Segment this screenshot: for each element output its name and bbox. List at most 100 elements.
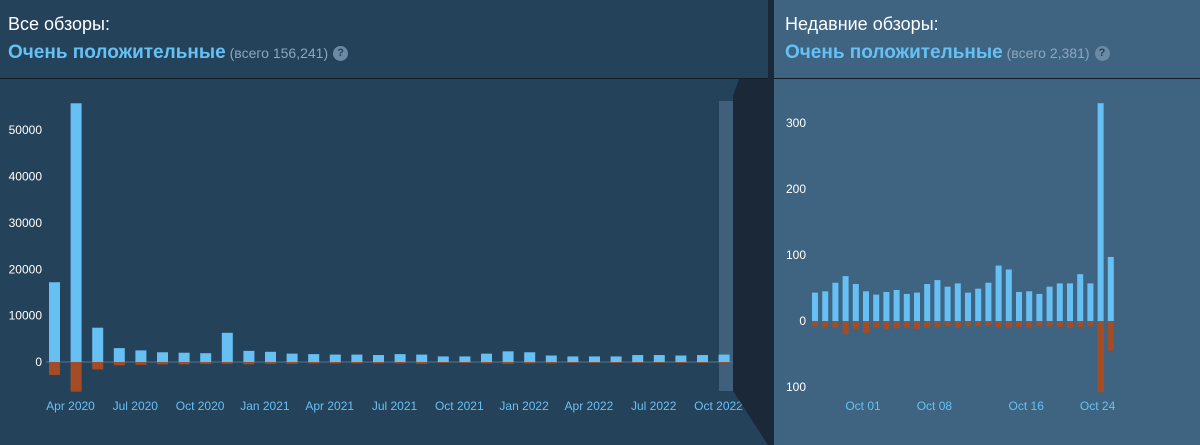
positive-bar [243,350,255,362]
positive-bar [481,353,492,362]
positive-bar [351,354,363,362]
positive-bar [653,355,665,362]
negative-bar [567,362,579,363]
positive-bar [1107,256,1114,321]
negative-bar [934,321,941,327]
positive-bar [1005,269,1012,321]
negative-bar [1016,321,1022,327]
positive-bar [437,356,449,362]
recent-reviews-chart[interactable]: 300 200 100 0 100 Oct 01 Oct 08 Oct 16 Oct 24 [774,79,1200,445]
x-tick-label: Apr 2020 [46,399,95,413]
negative-bar [914,321,920,329]
negative-bar [903,321,910,328]
positive-bar [286,353,298,362]
positive-bar [1087,283,1094,321]
negative-bar [697,362,708,363]
x-tick-label: Jan 2022 [499,399,549,413]
positive-bar [954,283,961,321]
negative-bar [1097,321,1104,393]
negative-bar [1005,321,1012,328]
x-tick-label: Oct 16 [1009,399,1045,413]
negative-bar [944,321,951,327]
negative-bar [70,362,82,392]
negative-bar [1077,321,1084,327]
positive-bar [1016,291,1022,321]
positive-bar [1046,286,1053,321]
positive-bar [985,282,992,321]
positive-bar [545,355,557,362]
negative-bar [394,362,406,364]
negative-bar [852,321,859,329]
selected-period-highlight [719,101,733,391]
recent-reviews-rating[interactable]: Очень положительные [785,42,1003,63]
negative-bar [873,321,880,328]
y-tick-label: 40000 [9,170,43,184]
x-tick-label: Jul 2022 [631,399,677,413]
negative-bar [524,362,536,364]
help-icon[interactable]: ? [333,46,349,61]
all-reviews-rating[interactable]: Очень положительные [8,42,226,63]
positive-bar [416,354,428,362]
positive-bar [459,356,471,362]
negative-bar [893,321,900,329]
negative-bar [1036,321,1043,327]
negative-bar [113,362,125,366]
positive-bar [92,327,104,362]
positive-bar [265,351,276,362]
negative-bar [718,362,730,363]
negative-bar [1087,321,1094,327]
negative-bar [863,321,869,333]
positive-bar [893,289,900,321]
negative-bar [1056,321,1063,327]
x-tick-label: Oct 24 [1080,399,1116,413]
y-tick-label: 10000 [9,309,43,323]
y-tick-label: 0 [35,355,42,369]
positive-bar [822,291,829,321]
negative-bar [437,362,449,363]
negative-bar [329,362,341,364]
positive-bar [308,354,320,362]
positive-bar [924,284,931,321]
positive-bar [832,282,839,321]
panel-connector [733,79,768,445]
y-tick-label: 100 [786,248,806,262]
all-reviews-total: (всего 156,241) [229,45,329,61]
all-reviews-chart[interactable]: 0 10000 20000 30000 40000 50000 Apr 2020 Jul 20… [0,79,768,445]
negative-bar [221,362,233,364]
all-reviews-panel: Все обзоры: Очень положительные (всего 15… [0,0,768,445]
negative-bar [610,362,622,363]
positive-bar [135,350,147,362]
negative-bar [883,321,890,329]
negative-bar [842,321,849,335]
negative-bar [632,362,644,363]
x-tick-label: Jul 2021 [372,399,418,413]
negative-bar [286,362,298,364]
recent-reviews-title: Недавние обзоры: [785,14,939,34]
positive-bar [863,291,869,321]
help-icon[interactable]: ? [1094,46,1110,61]
y-tick-label: 300 [786,116,806,130]
all-reviews-summary: Очень положительные (всего 156,241)? [8,42,349,64]
negative-bar [545,362,557,364]
negative-bar [954,321,961,328]
x-tick-label: Oct 2021 [435,399,484,413]
positive-bar [178,352,190,362]
negative-bar [995,321,1002,327]
negative-bar [416,362,428,364]
negative-bar [502,362,514,364]
x-tick-label: Jul 2020 [113,399,159,413]
y-tick-label: 30000 [9,216,43,230]
negative-bar [832,321,839,328]
negative-bar [351,362,363,364]
positive-bar [675,355,687,362]
negative-bar [200,362,212,364]
positive-bar [944,286,951,321]
y-tick-label: 200 [786,182,806,196]
negative-bar [924,321,931,328]
negative-bar [589,362,600,363]
positive-bar [975,288,982,321]
negative-bar [822,321,829,327]
recent-reviews-panel: Недавние обзоры: Очень положительные (все… [774,0,1200,445]
negative-bar [675,362,687,363]
all-reviews-title: Все обзоры: [8,14,110,34]
